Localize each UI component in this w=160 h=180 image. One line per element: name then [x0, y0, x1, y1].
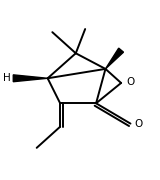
Text: O: O [134, 119, 143, 129]
Text: O: O [127, 77, 135, 87]
Polygon shape [13, 75, 48, 82]
Polygon shape [105, 48, 124, 69]
Text: H: H [3, 73, 11, 83]
